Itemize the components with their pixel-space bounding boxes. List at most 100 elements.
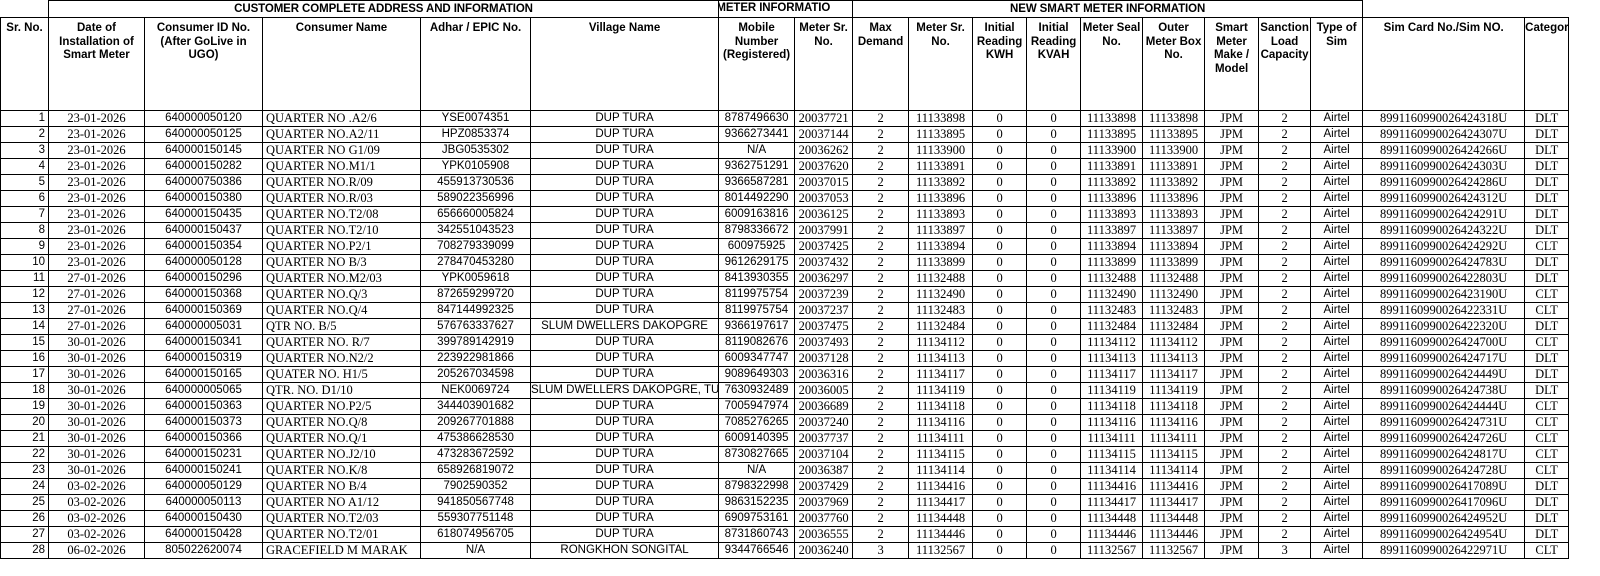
cell-date-of-installation[interactable]: 23-01-2026 (48, 254, 145, 271)
cell-mobile-number[interactable]: 9863152235 (718, 494, 796, 511)
cell-consumer-id[interactable]: 640000150366 (144, 430, 263, 447)
cell-consumer-id[interactable]: 640000005031 (144, 318, 263, 335)
cell-smart-meter-make[interactable]: JPM (1204, 222, 1260, 239)
cell-mobile-number[interactable]: 6009163816 (718, 206, 796, 223)
cell-adhar-epic[interactable]: 342551043523 (420, 222, 531, 239)
cell-max-demand[interactable]: 2 (852, 222, 910, 239)
cell-new-meter-sr-no[interactable]: 11134446 (908, 526, 974, 543)
cell-category[interactable]: DLT (1524, 494, 1570, 511)
cell-sr-no[interactable]: 28 (0, 542, 49, 559)
cell-consumer-name[interactable]: QUARTER NO. R/7 (262, 334, 421, 351)
cell-category[interactable]: CLT (1524, 414, 1570, 431)
cell-sanction-load-capacity[interactable]: 2 (1258, 382, 1312, 399)
cell-adhar-epic[interactable]: 278470453280 (420, 254, 531, 271)
cell-meter-seal-no[interactable]: 11134112 (1080, 334, 1144, 351)
cell-date-of-installation[interactable]: 27-01-2026 (48, 286, 145, 303)
cell-outer-meter-box-no[interactable]: 11133893 (1142, 206, 1206, 223)
cell-outer-meter-box-no[interactable]: 11134448 (1142, 510, 1206, 527)
cell-smart-meter-make[interactable]: JPM (1204, 286, 1260, 303)
cell-sanction-load-capacity[interactable]: 2 (1258, 254, 1312, 271)
cell-consumer-name[interactable]: QUARTER NO B/3 (262, 254, 421, 271)
cell-max-demand[interactable]: 2 (852, 446, 910, 463)
cell-initial-reading-kwh[interactable]: 0 (972, 270, 1028, 287)
cell-mobile-number[interactable]: 9344766546 (718, 542, 796, 559)
cell-smart-meter-make[interactable]: JPM (1204, 302, 1260, 319)
cell-max-demand[interactable]: 3 (852, 542, 910, 559)
cell-adhar-epic[interactable]: 872659299720 (420, 286, 531, 303)
cell-max-demand[interactable]: 2 (852, 270, 910, 287)
cell-adhar-epic[interactable]: 618074956705 (420, 526, 531, 543)
cell-smart-meter-make[interactable]: JPM (1204, 238, 1260, 255)
cell-max-demand[interactable]: 2 (852, 190, 910, 207)
cell-initial-reading-kvah[interactable]: 0 (1026, 270, 1082, 287)
cell-old-meter-sr-no[interactable]: 20036555 (794, 526, 854, 543)
cell-sanction-load-capacity[interactable]: 2 (1258, 190, 1312, 207)
cell-consumer-id[interactable]: 640000150363 (144, 398, 263, 415)
cell-new-meter-sr-no[interactable]: 11133891 (908, 158, 974, 175)
cell-type-of-sim[interactable]: Airtel (1310, 430, 1364, 447)
cell-village-name[interactable]: DUP TURA (529, 142, 720, 159)
cell-outer-meter-box-no[interactable]: 11134119 (1142, 382, 1206, 399)
table-row[interactable]: 8 23-01-2026 640000150437 QUARTER NO.T2/10 3… (0, 222, 1570, 239)
cell-date-of-installation[interactable]: 03-02-2026 (48, 494, 145, 511)
cell-outer-meter-box-no[interactable]: 11134117 (1142, 366, 1206, 383)
cell-type-of-sim[interactable]: Airtel (1310, 206, 1364, 223)
cell-consumer-id[interactable]: 805022620074 (144, 542, 263, 559)
cell-sr-no[interactable]: 10 (0, 254, 49, 271)
cell-sr-no[interactable]: 9 (0, 238, 49, 255)
table-row[interactable]: 17 30-01-2026 640000150165 QUATER NO. H1/5 2… (0, 366, 1570, 383)
cell-village-name[interactable]: DUP TURA (529, 254, 720, 271)
cell-sim-card-no[interactable]: 8991160990026424952U (1362, 510, 1526, 527)
cell-type-of-sim[interactable]: Airtel (1310, 126, 1364, 143)
cell-mobile-number[interactable]: 8119975754 (718, 286, 796, 303)
cell-sim-card-no[interactable]: 8991160990026424266U (1362, 142, 1526, 159)
cell-initial-reading-kwh[interactable]: 0 (972, 430, 1028, 447)
cell-meter-seal-no[interactable]: 11133895 (1080, 126, 1144, 143)
cell-sim-card-no[interactable]: 8991160990026424291U (1362, 206, 1526, 223)
cell-adhar-epic[interactable]: 708279339099 (420, 238, 531, 255)
cell-mobile-number[interactable]: 7630932489 (718, 382, 796, 399)
cell-village-name[interactable]: RONGKHON SONGITAL (529, 542, 720, 559)
cell-village-name[interactable]: DUP TURA (529, 110, 720, 127)
cell-type-of-sim[interactable]: Airtel (1310, 382, 1364, 399)
cell-old-meter-sr-no[interactable]: 20036316 (794, 366, 854, 383)
cell-meter-seal-no[interactable]: 11134111 (1080, 430, 1144, 447)
cell-initial-reading-kvah[interactable]: 0 (1026, 318, 1082, 335)
cell-type-of-sim[interactable]: Airtel (1310, 318, 1364, 335)
cell-sr-no[interactable]: 3 (0, 142, 49, 159)
cell-type-of-sim[interactable]: Airtel (1310, 238, 1364, 255)
cell-old-meter-sr-no[interactable]: 20037240 (794, 414, 854, 431)
cell-smart-meter-make[interactable]: JPM (1204, 254, 1260, 271)
cell-old-meter-sr-no[interactable]: 20037991 (794, 222, 854, 239)
cell-village-name[interactable]: DUP TURA (529, 190, 720, 207)
cell-outer-meter-box-no[interactable]: 11133895 (1142, 126, 1206, 143)
table-row[interactable]: 23 30-01-2026 640000150241 QUARTER NO.K/8 65… (0, 462, 1570, 479)
cell-meter-seal-no[interactable]: 11133900 (1080, 142, 1144, 159)
cell-initial-reading-kwh[interactable]: 0 (972, 222, 1028, 239)
table-row[interactable]: 26 03-02-2026 640000150430 QUARTER NO.T2/03… (0, 510, 1570, 527)
cell-consumer-name[interactable]: GRACEFIELD M MARAK (262, 542, 421, 559)
cell-sr-no[interactable]: 16 (0, 350, 49, 367)
cell-date-of-installation[interactable]: 30-01-2026 (48, 398, 145, 415)
cell-sanction-load-capacity[interactable]: 2 (1258, 238, 1312, 255)
cell-smart-meter-make[interactable]: JPM (1204, 142, 1260, 159)
cell-initial-reading-kwh[interactable]: 0 (972, 526, 1028, 543)
cell-consumer-id[interactable]: 640000150231 (144, 446, 263, 463)
cell-smart-meter-make[interactable]: JPM (1204, 158, 1260, 175)
cell-consumer-id[interactable]: 640000150368 (144, 286, 263, 303)
cell-initial-reading-kvah[interactable]: 0 (1026, 446, 1082, 463)
cell-max-demand[interactable]: 2 (852, 366, 910, 383)
table-row[interactable]: 14 27-01-2026 640000005031 QTR NO. B/5 57676… (0, 318, 1570, 335)
cell-new-meter-sr-no[interactable]: 11134114 (908, 462, 974, 479)
cell-category[interactable]: DLT (1524, 222, 1570, 239)
cell-adhar-epic[interactable]: 576763337627 (420, 318, 531, 335)
cell-category[interactable]: DLT (1524, 318, 1570, 335)
cell-sim-card-no[interactable]: 8991160990026424307U (1362, 126, 1526, 143)
cell-max-demand[interactable]: 2 (852, 302, 910, 319)
cell-meter-seal-no[interactable]: 11134416 (1080, 478, 1144, 495)
cell-category[interactable]: DLT (1524, 190, 1570, 207)
cell-outer-meter-box-no[interactable]: 11134113 (1142, 350, 1206, 367)
cell-date-of-installation[interactable]: 30-01-2026 (48, 350, 145, 367)
cell-meter-seal-no[interactable]: 11134118 (1080, 398, 1144, 415)
cell-initial-reading-kwh[interactable]: 0 (972, 238, 1028, 255)
